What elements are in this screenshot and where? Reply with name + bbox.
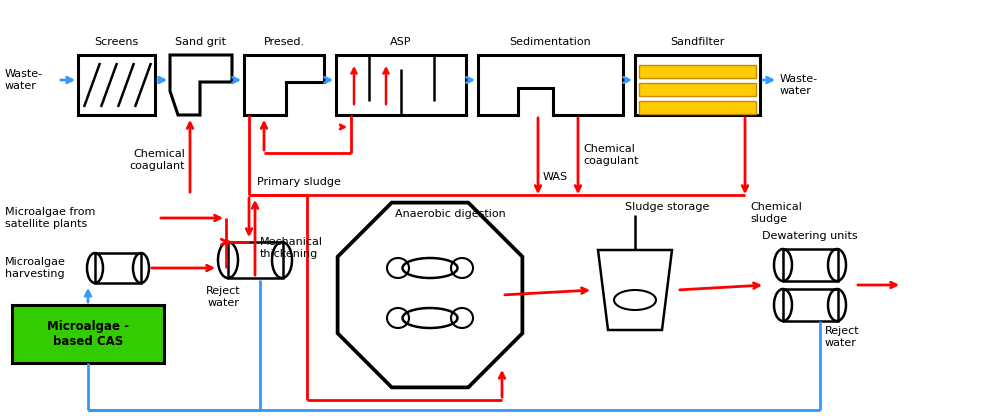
Text: Waste-
water: Waste- water — [780, 74, 818, 96]
Text: Chemical
coagulant: Chemical coagulant — [583, 144, 639, 166]
Text: Sludge storage: Sludge storage — [625, 202, 710, 212]
Bar — [639, 83, 756, 96]
Text: Primary sludge: Primary sludge — [257, 177, 341, 187]
Text: Waste-
water: Waste- water — [5, 69, 43, 91]
Bar — [635, 55, 760, 115]
Bar — [639, 65, 756, 78]
Text: Presed.: Presed. — [263, 37, 304, 47]
Bar — [12, 305, 164, 363]
Text: Mechanical
thickening: Mechanical thickening — [260, 237, 323, 259]
Bar — [783, 289, 838, 321]
Bar — [95, 253, 141, 283]
Text: Microalgae
harvesting: Microalgae harvesting — [5, 257, 66, 279]
Text: ASP: ASP — [390, 37, 412, 47]
Bar — [78, 55, 155, 115]
Text: Chemical
coagulant: Chemical coagulant — [130, 149, 185, 171]
Text: Sand grit: Sand grit — [176, 37, 227, 47]
Text: Sandfilter: Sandfilter — [671, 37, 725, 47]
Text: Microalgae -
based CAS: Microalgae - based CAS — [47, 320, 129, 348]
Text: WAS: WAS — [543, 172, 568, 182]
Text: Anaerobic digestion: Anaerobic digestion — [394, 209, 505, 219]
Bar — [336, 55, 466, 115]
Bar — [783, 249, 838, 281]
Bar — [639, 101, 756, 114]
Text: Microalgae from
satellite plants: Microalgae from satellite plants — [5, 207, 96, 229]
Text: Reject
water: Reject water — [825, 326, 859, 348]
Text: Sedimentation: Sedimentation — [510, 37, 592, 47]
Bar — [228, 242, 283, 278]
Text: Chemical
sludge: Chemical sludge — [750, 202, 801, 224]
Text: Screens: Screens — [95, 37, 139, 47]
Text: Reject
water: Reject water — [206, 286, 241, 307]
Text: Dewatering units: Dewatering units — [762, 231, 858, 241]
